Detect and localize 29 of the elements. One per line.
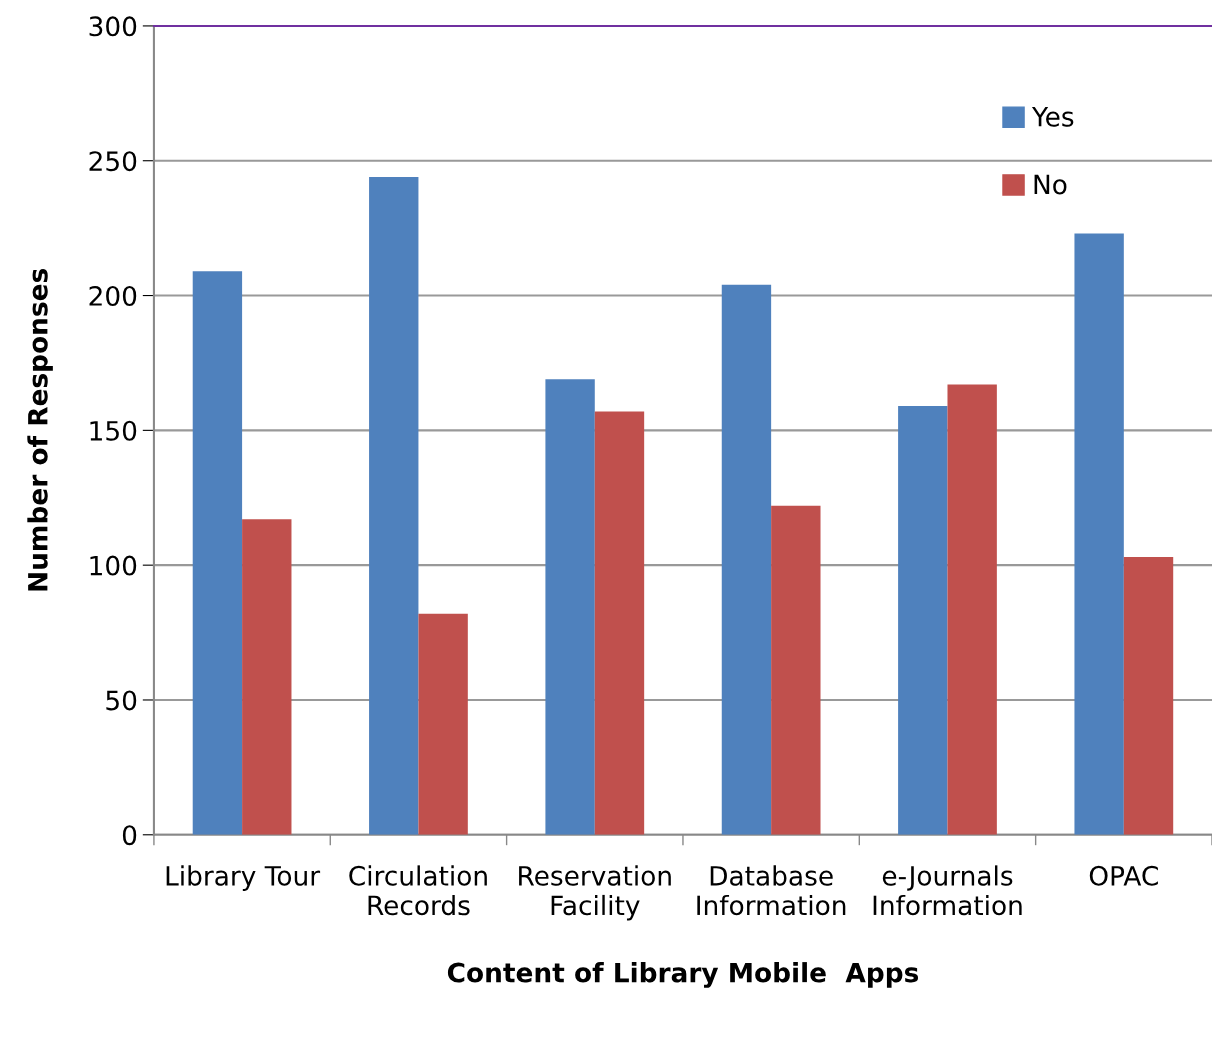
y-tick-label: 100 xyxy=(90,555,137,576)
y-axis-title: Number of Responses xyxy=(27,269,53,591)
legend-label: No xyxy=(1034,174,1067,195)
x-tick-label: Circulation Records xyxy=(349,865,487,916)
bar xyxy=(242,519,292,835)
x-axis-title: Content of Library Mobile Apps xyxy=(447,962,919,988)
legend-label: Yes xyxy=(1031,107,1074,127)
y-tick-label: 50 xyxy=(106,690,137,711)
bar xyxy=(369,176,419,835)
x-tick-label: e-Journals Information xyxy=(873,865,1022,916)
x-tick-label: Reservation Facility xyxy=(519,865,671,921)
bar xyxy=(771,505,821,835)
x-tick-label: Library Tour xyxy=(166,865,321,891)
y-tick-label: 150 xyxy=(90,420,137,441)
y-tick-label: 200 xyxy=(89,285,137,306)
bar xyxy=(1074,233,1124,835)
y-tick-label: 0 xyxy=(122,825,137,846)
bar xyxy=(594,411,645,835)
bar xyxy=(545,379,595,835)
bar xyxy=(721,284,772,835)
bar xyxy=(1123,557,1174,835)
x-tick-label: OPAC xyxy=(1089,865,1158,886)
y-tick-label: 300 xyxy=(89,16,137,37)
y-tick-label: 250 xyxy=(89,151,137,172)
bar xyxy=(898,406,948,835)
bar xyxy=(947,384,997,835)
bar xyxy=(192,271,243,835)
x-tick-label: Database Information xyxy=(697,865,846,916)
bar xyxy=(418,613,468,835)
